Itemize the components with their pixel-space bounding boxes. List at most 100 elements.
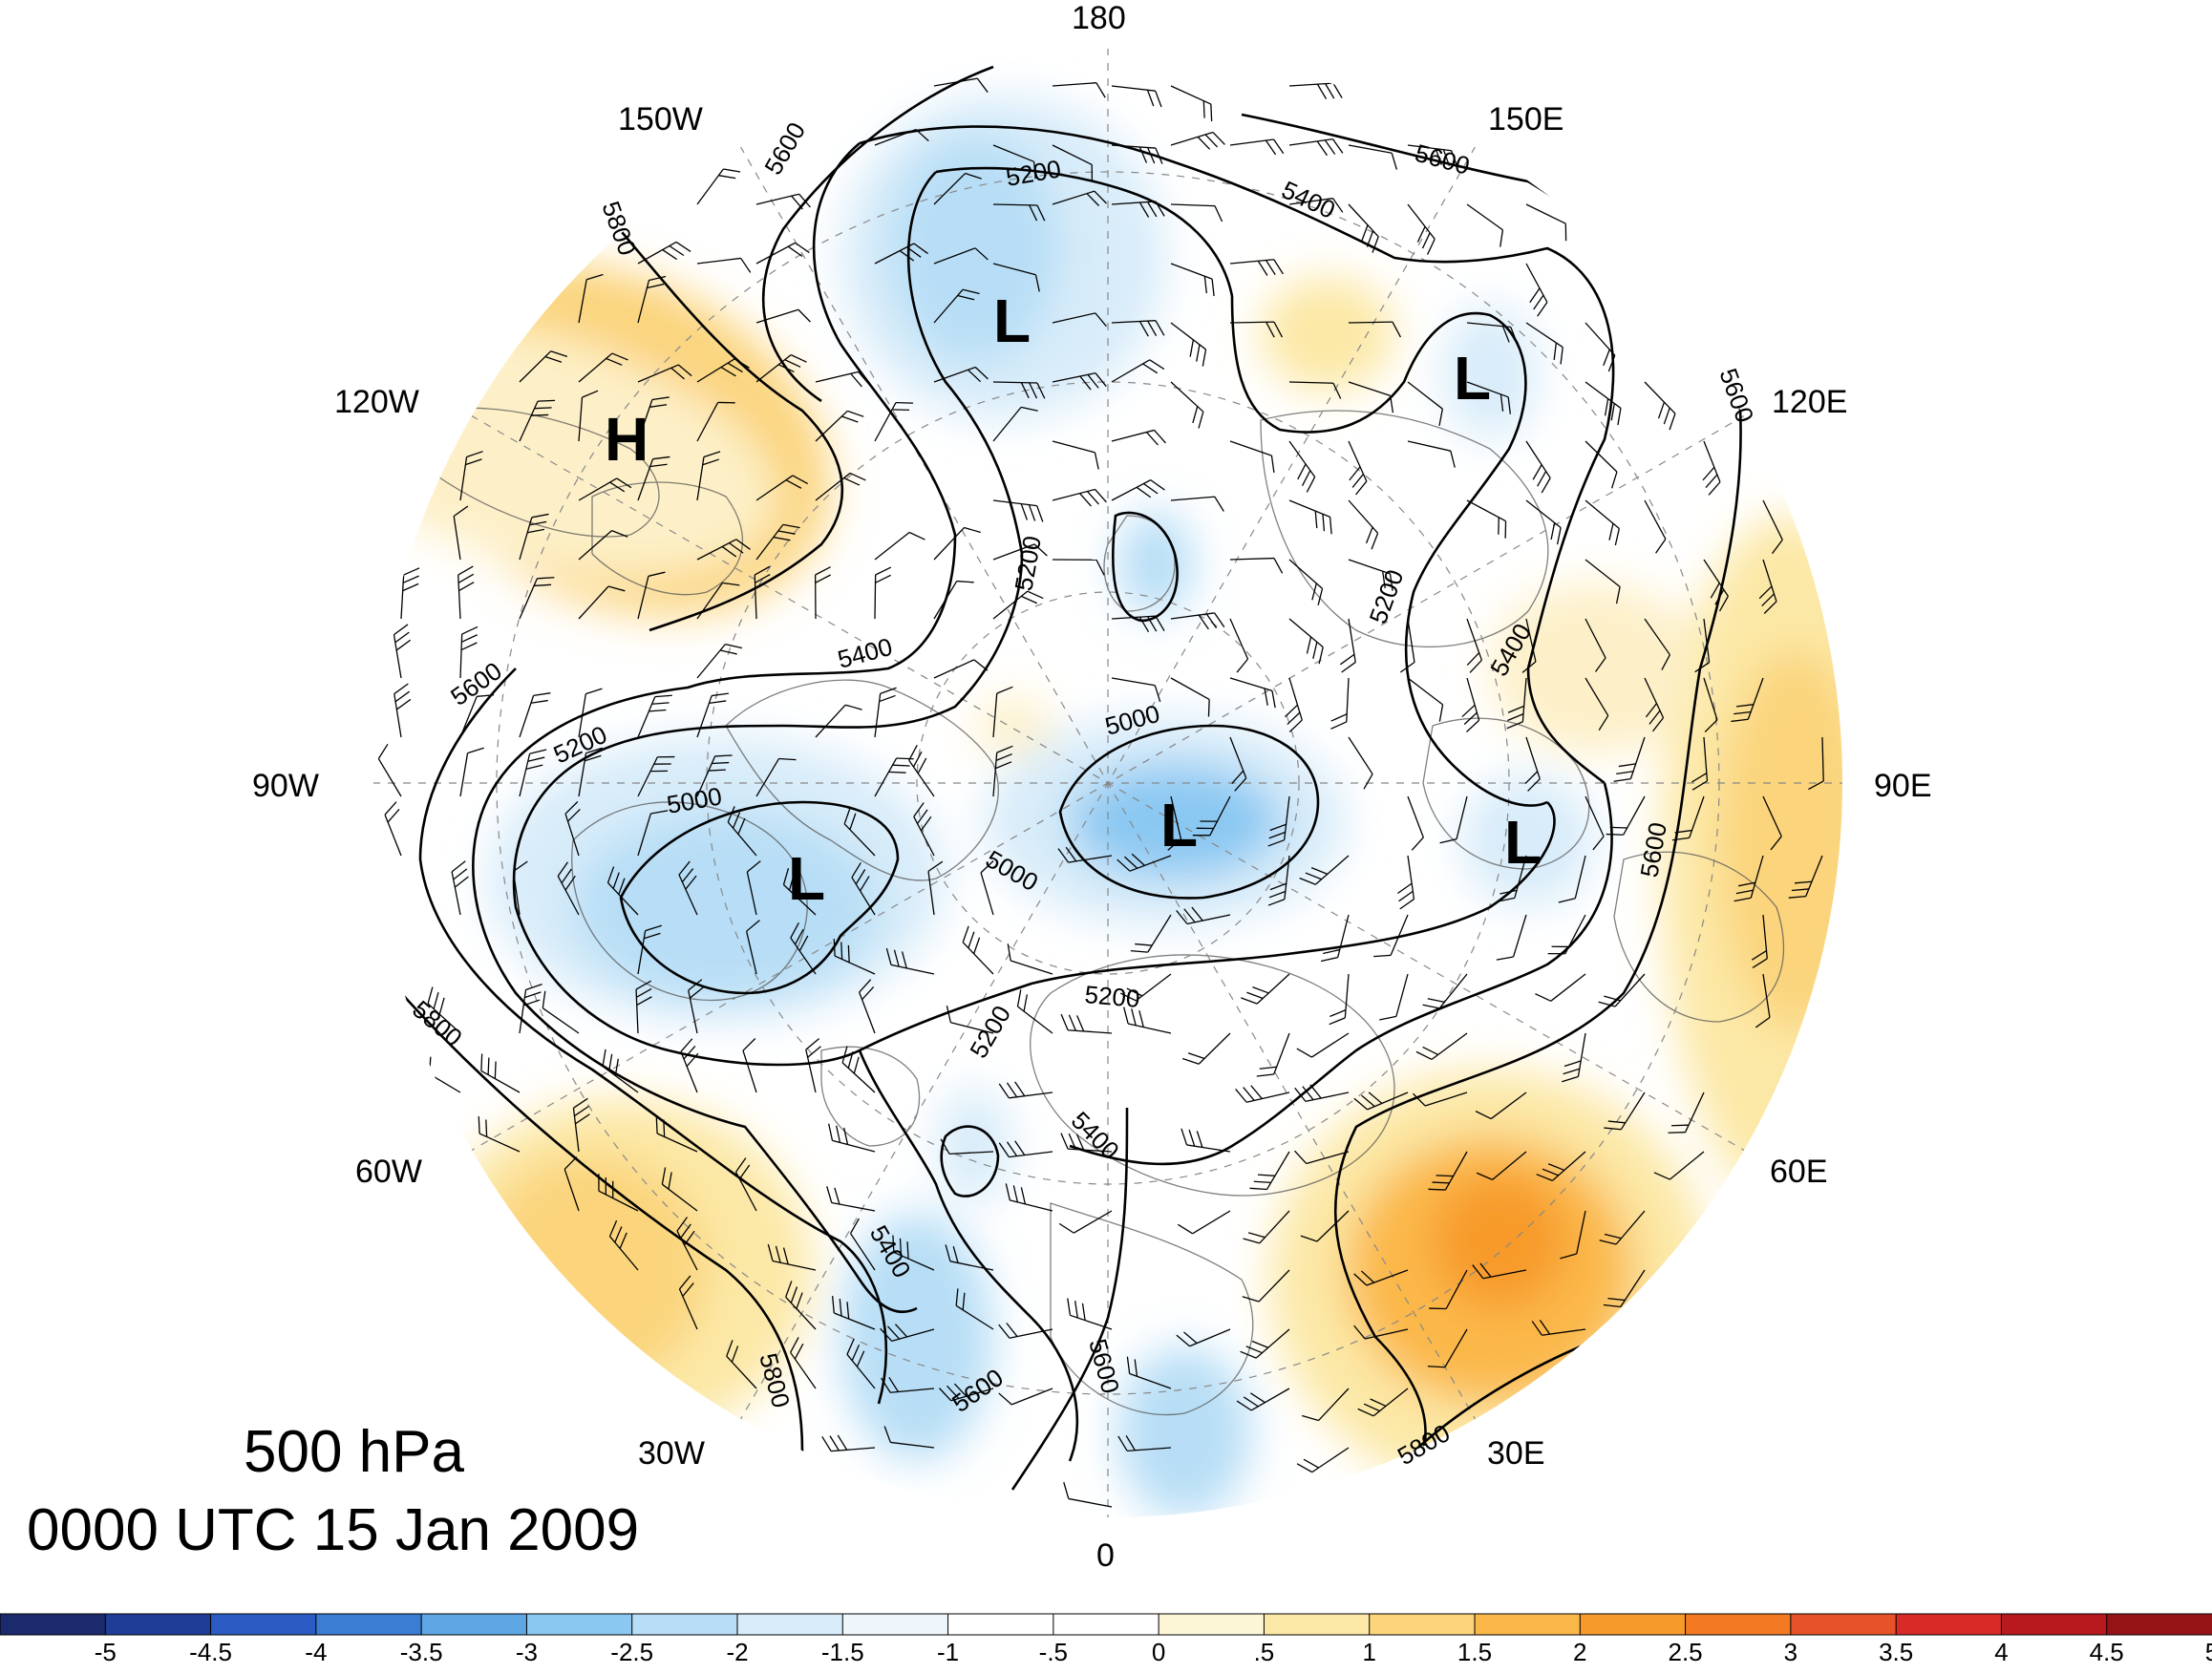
wind-barb-flag bbox=[995, 761, 1012, 770]
wind-barb-flag bbox=[1245, 1346, 1263, 1354]
wind-barb-flag bbox=[394, 631, 410, 644]
wind-barb bbox=[949, 1151, 994, 1155]
wind-barb-flag bbox=[1320, 956, 1338, 963]
wind-barb-flag bbox=[973, 659, 989, 671]
wind-barb bbox=[1703, 677, 1718, 721]
wind-barb-flag bbox=[676, 1217, 689, 1232]
wind-barb-flag bbox=[680, 1038, 693, 1052]
wind-barb-flag bbox=[1269, 823, 1287, 832]
wind-barb-flag bbox=[458, 582, 475, 592]
wind-barb-flag bbox=[1397, 882, 1413, 895]
wind-barb-flag bbox=[1599, 1240, 1617, 1245]
lon-label-150e: 150E bbox=[1488, 101, 1563, 138]
wind-barb-flag bbox=[1733, 710, 1752, 715]
lon-label-0: 0 bbox=[1096, 1537, 1115, 1574]
colorbar-label: 4.5 bbox=[2089, 1638, 2124, 1666]
wind-barb-flag bbox=[465, 458, 482, 466]
wind-barb bbox=[1170, 203, 1215, 207]
wind-barb-flag bbox=[1204, 134, 1219, 148]
wind-barb-flag bbox=[1556, 527, 1562, 545]
wind-barb bbox=[992, 144, 1034, 162]
wind-barb-flag bbox=[1617, 408, 1622, 426]
wind-barb-flag bbox=[550, 350, 568, 358]
wind-barb bbox=[755, 758, 780, 797]
wind-barb bbox=[512, 871, 521, 916]
low-pressure-marker: L bbox=[788, 844, 825, 913]
wind-barb bbox=[1229, 321, 1275, 324]
colorbar bbox=[0, 1613, 2212, 1636]
colorbar-swatch bbox=[1685, 1613, 1792, 1636]
lon-label-150w: 150W bbox=[618, 101, 703, 138]
wind-barb-flag bbox=[649, 463, 668, 468]
wind-barb bbox=[815, 704, 846, 738]
wind-barb-flag bbox=[1147, 201, 1158, 218]
wind-barb-flag bbox=[1234, 777, 1247, 792]
wind-barb-flag bbox=[955, 1288, 959, 1306]
wind-barb-flag bbox=[1126, 1356, 1131, 1374]
wind-barb-flag bbox=[1558, 898, 1576, 903]
wind-barb-flag bbox=[1236, 1400, 1252, 1411]
title-level: 500 hPa bbox=[244, 1419, 464, 1485]
wind-barb-flag bbox=[1472, 1264, 1484, 1280]
wind-barb-flag bbox=[1510, 327, 1518, 344]
wind-barb-flag bbox=[885, 947, 892, 965]
wind-barb-flag bbox=[791, 195, 803, 210]
wind-barb-flag bbox=[644, 932, 661, 940]
wind-barb-flag bbox=[712, 692, 730, 697]
wind-barb bbox=[1348, 381, 1391, 397]
wind-barb-flag bbox=[1154, 430, 1166, 444]
wind-barb bbox=[459, 696, 478, 738]
wind-barb-flag bbox=[1653, 1172, 1670, 1180]
wind-barb-flag bbox=[1021, 595, 1038, 604]
longitude-labels: 180 150E 120E 90E 60E 30E 0 30W 60W 90W … bbox=[252, 0, 1932, 1574]
wind-barb-flag bbox=[836, 1125, 841, 1143]
wind-barb-flag bbox=[784, 359, 801, 368]
wind-barb-flag bbox=[567, 808, 581, 822]
wind-barb bbox=[1068, 1497, 1113, 1508]
wind-barb-flag bbox=[1205, 613, 1218, 629]
wind-barb-flag bbox=[582, 390, 599, 398]
wind-barb-flag bbox=[1032, 161, 1036, 180]
wind-barb-flag bbox=[1372, 236, 1379, 253]
wind-barb-flag bbox=[1020, 503, 1028, 520]
wind-barb-flag bbox=[927, 860, 944, 872]
wind-barb-flag bbox=[1521, 661, 1537, 673]
wind-barb-flag bbox=[574, 1105, 589, 1117]
wind-barb-flag bbox=[839, 1299, 842, 1317]
wind-barb-flag bbox=[1563, 1068, 1581, 1075]
wind-barb-flag bbox=[1365, 526, 1373, 544]
wind-barb-flag bbox=[1288, 719, 1303, 732]
wind-barb-flag bbox=[1269, 882, 1287, 891]
wind-barb bbox=[874, 532, 910, 561]
wind-barb-flag bbox=[1094, 452, 1099, 470]
wind-barb-flag bbox=[1256, 1073, 1274, 1077]
wind-barb-flag bbox=[1379, 1015, 1397, 1021]
wind-barb-flag bbox=[815, 566, 831, 576]
wind-barb-flag bbox=[725, 643, 743, 649]
wind-barb-flag bbox=[1130, 949, 1148, 953]
wind-barb-flag bbox=[1390, 395, 1394, 413]
colorbar-swatch bbox=[1474, 1613, 1582, 1636]
wind-barb-flag bbox=[1086, 193, 1100, 206]
wind-barb-flag bbox=[846, 1338, 855, 1355]
wind-barb-flag bbox=[968, 369, 982, 383]
wind-barb-flag bbox=[712, 761, 730, 765]
wind-barb-flag bbox=[1138, 146, 1148, 163]
wind-barb-flag bbox=[1607, 1120, 1626, 1124]
wind-barb-flag bbox=[1297, 463, 1307, 480]
wind-barb-flag bbox=[729, 542, 744, 554]
wind-barb-flag bbox=[1125, 1435, 1136, 1452]
wind-barb-flag bbox=[1507, 396, 1511, 414]
wind-barb-flag bbox=[1668, 1132, 1686, 1134]
wind-barb-flag bbox=[1771, 539, 1783, 555]
wind-barb-flag bbox=[522, 999, 541, 1007]
wind-barb-flag bbox=[534, 583, 552, 587]
wind-barb-flag bbox=[1087, 491, 1099, 505]
wind-barb-flag bbox=[1661, 654, 1670, 670]
wind-barb-flag bbox=[841, 1046, 848, 1064]
wind-barb-flag bbox=[1058, 1222, 1074, 1234]
colorbar-swatch bbox=[2106, 1613, 2212, 1636]
wind-barb-flag bbox=[688, 979, 703, 991]
wind-barb-flag bbox=[1363, 1403, 1380, 1412]
